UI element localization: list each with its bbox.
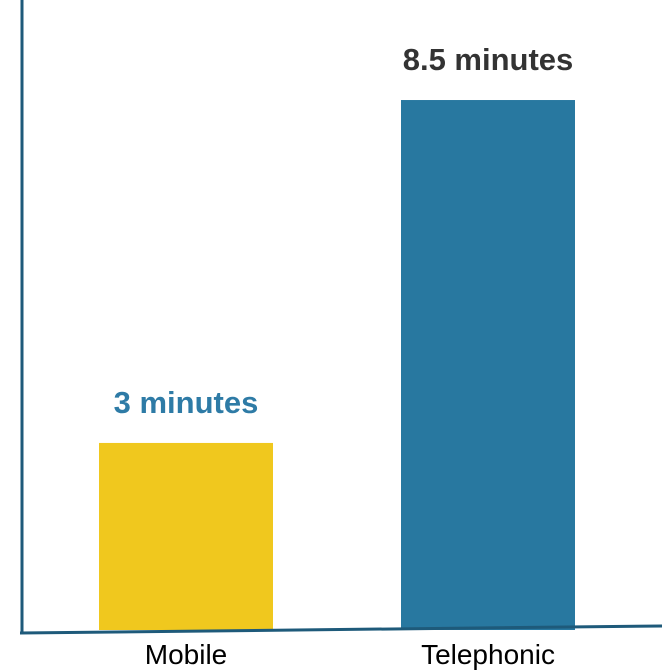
x-tick-label-telephonic: Telephonic [421,639,555,670]
x-tick-labels: Mobile Telephonic [145,639,555,670]
data-label-telephonic: 8.5 minutes [403,42,574,77]
bars [99,100,575,630]
x-axis-line [19,624,662,635]
axes [19,0,662,635]
bar-mobile [99,442,273,630]
bar-telephonic [401,100,575,630]
data-label-mobile: 3 minutes [114,385,259,420]
data-labels: 3 minutes 8.5 minutes [114,42,574,420]
x-tick-label-mobile: Mobile [145,639,227,670]
